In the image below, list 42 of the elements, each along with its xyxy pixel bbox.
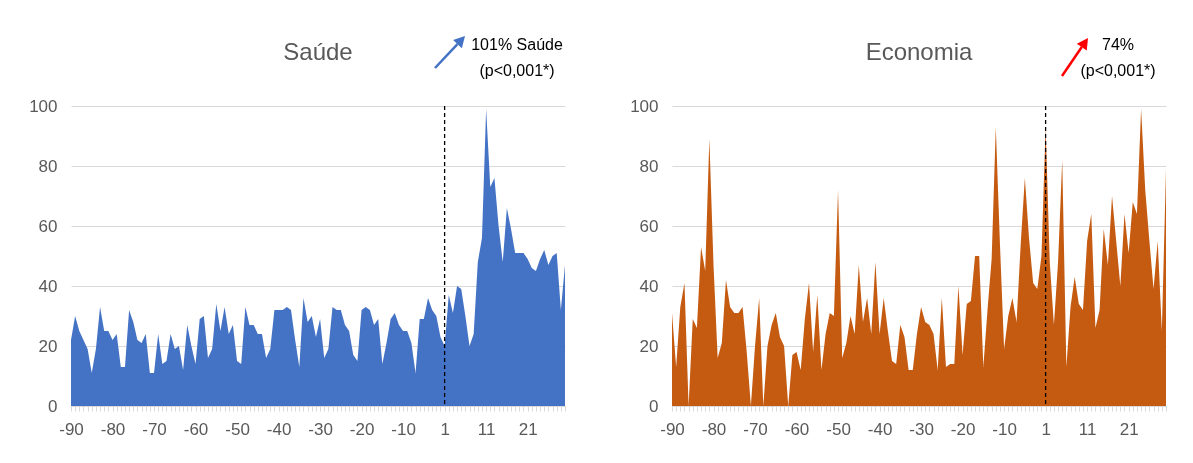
- x-tick-label: 21: [1119, 419, 1139, 439]
- y-tick-label: 60: [639, 216, 659, 236]
- x-tick-label: -90: [660, 419, 685, 439]
- x-tick-label: -50: [826, 419, 851, 439]
- x-tick-label: -10: [391, 419, 416, 439]
- y-tick-label: 100: [29, 96, 58, 116]
- x-tick-label: -20: [950, 419, 976, 439]
- text: 101% Saúde: [471, 36, 563, 53]
- x-tick-label: -60: [183, 419, 209, 439]
- x-tick-label: -30: [909, 419, 934, 439]
- x-tick-label: 1: [440, 419, 450, 439]
- x-tick-label: -20: [349, 419, 375, 439]
- y-tick-label: 80: [38, 156, 58, 176]
- text: 74%: [1101, 36, 1135, 53]
- x-tick-label: -60: [784, 419, 810, 439]
- x-tick-label: 1: [1041, 419, 1051, 439]
- x-tick-label: -90: [59, 419, 84, 439]
- x-tick-label: -70: [142, 419, 167, 439]
- x-tick-label: 11: [477, 419, 496, 439]
- y-tick-label: 100: [630, 96, 659, 116]
- y-tick-label: 20: [639, 336, 659, 356]
- x-tick-label: -40: [867, 419, 893, 439]
- y-tick-label: 40: [38, 276, 58, 296]
- x-tick-label: -30: [308, 419, 333, 439]
- x-tick-label: 21: [518, 419, 538, 439]
- x-tick-label: -70: [743, 419, 768, 439]
- y-tick-label: 80: [639, 156, 659, 176]
- x-tick-label: -80: [100, 419, 126, 439]
- text: (p<0,001*): [1080, 62, 1156, 79]
- y-tick-label: 20: [38, 336, 58, 356]
- chart-title: Economia: [865, 38, 974, 65]
- x-tick-label: -40: [266, 419, 292, 439]
- y-tick-label: 0: [649, 396, 659, 416]
- x-tick-label: -10: [992, 419, 1017, 439]
- x-tick-label: -50: [225, 419, 250, 439]
- text: (p<0,001*): [479, 62, 555, 79]
- y-tick-label: 60: [38, 216, 58, 236]
- x-tick-label: -80: [701, 419, 727, 439]
- y-tick-label: 0: [48, 396, 58, 416]
- chart-title: Saúde: [283, 38, 353, 65]
- x-tick-label: 11: [1078, 419, 1097, 439]
- y-tick-label: 40: [639, 276, 659, 296]
